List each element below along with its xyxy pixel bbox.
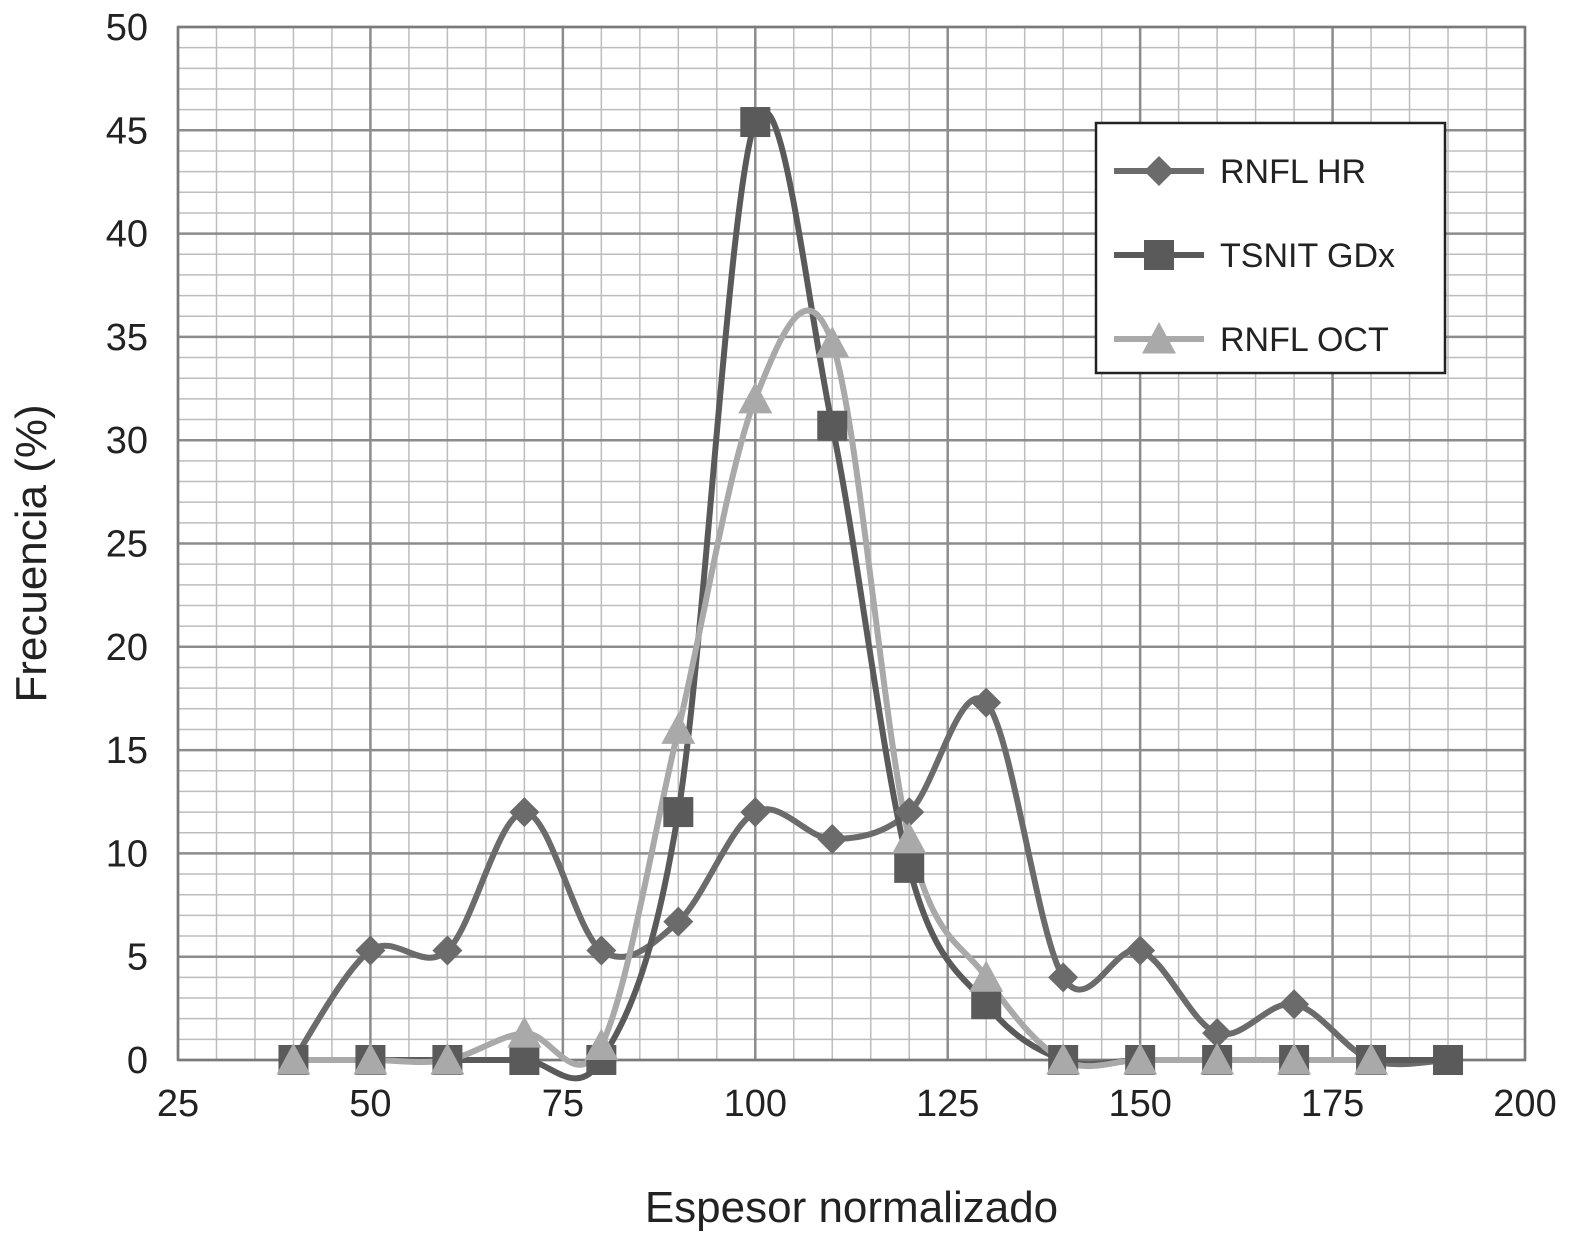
data-point-square xyxy=(740,107,771,138)
y-tick-label: 35 xyxy=(106,317,148,359)
legend-marker-square xyxy=(1144,240,1174,270)
legend-item-rnfl-hr: RNFL HR xyxy=(1114,153,1366,191)
data-point-triangle xyxy=(353,1043,388,1075)
legend-item-tsnit-gdx: TSNIT GDx xyxy=(1114,237,1395,275)
y-tick-label: 25 xyxy=(106,524,148,566)
legend-marker-diamond xyxy=(1144,156,1174,186)
data-point-triangle xyxy=(892,821,927,854)
data-point-square xyxy=(663,797,694,828)
x-axis-title: Espesor normalizado xyxy=(645,1183,1058,1232)
y-tick-label: 10 xyxy=(106,833,148,875)
data-point-diamond xyxy=(586,935,617,966)
data-point-triangle xyxy=(661,712,696,744)
data-point-diamond xyxy=(663,906,694,937)
data-point-triangle xyxy=(584,1028,619,1060)
x-tick-label: 100 xyxy=(724,1083,787,1125)
data-point-triangle xyxy=(1277,1043,1312,1075)
legend-item-rnfl-oct: RNFL OCT xyxy=(1114,321,1389,359)
data-point-diamond xyxy=(1048,962,1079,993)
data-point-diamond xyxy=(432,935,463,966)
data-point-square xyxy=(894,852,925,883)
x-tick-label: 150 xyxy=(1108,1083,1171,1125)
y-tick-label: 5 xyxy=(127,937,148,979)
y-tick-label: 45 xyxy=(106,110,148,152)
data-point-triangle xyxy=(507,1016,542,1048)
data-point-diamond xyxy=(1125,935,1156,966)
data-point-triangle xyxy=(815,326,850,358)
y-tick-label: 20 xyxy=(106,627,148,669)
data-point-triangle xyxy=(1354,1043,1389,1075)
data-point-square xyxy=(971,989,1002,1020)
data-point-triangle xyxy=(969,960,1004,992)
x-tick-label: 50 xyxy=(349,1083,391,1125)
data-point-square xyxy=(1433,1045,1464,1075)
data-point-triangle xyxy=(276,1043,311,1075)
y-tick-label: 40 xyxy=(106,214,148,256)
y-tick-label: 15 xyxy=(106,730,148,772)
data-point-triangle xyxy=(1200,1043,1235,1075)
data-point-diamond xyxy=(971,687,1002,718)
data-point-diamond xyxy=(740,797,771,828)
legend-label: TSNIT GDx xyxy=(1220,237,1395,275)
y-axis-title: Frecuencia (%) xyxy=(7,404,56,702)
legend-label: RNFL HR xyxy=(1220,153,1366,191)
data-point-triangle xyxy=(430,1043,465,1075)
data-point-square xyxy=(817,410,848,441)
x-tick-label: 25 xyxy=(157,1083,199,1125)
data-point-diamond xyxy=(817,823,848,854)
data-point-triangle xyxy=(1123,1043,1158,1075)
legend-marker-triangle xyxy=(1142,322,1176,354)
y-tick-label: 50 xyxy=(106,7,148,49)
data-point-triangle xyxy=(1046,1043,1081,1075)
data-point-diamond xyxy=(509,797,540,828)
data-point-triangle xyxy=(738,381,773,414)
data-point-diamond xyxy=(1279,989,1310,1020)
markers-rnfl-oct xyxy=(276,326,1389,1075)
y-tick-label: 30 xyxy=(106,420,148,462)
data-point-diamond xyxy=(355,935,386,966)
x-tick-label: 125 xyxy=(916,1083,979,1125)
plot-frame xyxy=(176,25,1527,1062)
x-tick-label: 75 xyxy=(542,1083,584,1125)
data-point-diamond xyxy=(1202,1018,1233,1049)
x-tick-label: 175 xyxy=(1301,1083,1364,1125)
y-tick-label: 0 xyxy=(127,1040,148,1082)
data-point-square xyxy=(509,1045,540,1075)
data-point-diamond xyxy=(894,797,925,828)
x-tick-label: 200 xyxy=(1493,1083,1556,1125)
legend-label: RNFL OCT xyxy=(1220,321,1389,359)
